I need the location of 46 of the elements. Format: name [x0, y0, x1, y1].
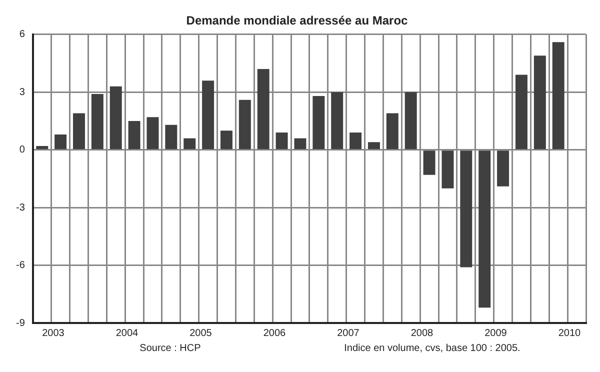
- x-tick-label: 2005: [190, 328, 212, 339]
- bar: [110, 86, 122, 150]
- bar: [184, 138, 196, 150]
- bar: [312, 96, 325, 150]
- bar: [54, 134, 67, 150]
- y-tick-label: 6: [19, 29, 26, 40]
- y-tick-label: -3: [16, 202, 26, 214]
- source-note: Source : HCP: [140, 343, 201, 354]
- bar: [238, 100, 251, 150]
- bar: [534, 56, 546, 150]
- bar: [165, 124, 178, 150]
- bar: [72, 113, 85, 150]
- y-tick-label: 0: [19, 144, 26, 156]
- x-tick-label: 2003: [42, 328, 65, 339]
- bar: [257, 69, 270, 150]
- bar: [128, 120, 140, 150]
- bar: [442, 150, 454, 188]
- bar: [36, 146, 48, 150]
- bar: [202, 80, 214, 150]
- bar: [552, 42, 564, 150]
- bar: [478, 150, 491, 308]
- bar: [146, 117, 159, 150]
- bar: [91, 94, 104, 150]
- bar: [423, 150, 436, 175]
- y-tick-label: 3: [19, 86, 26, 98]
- bar: [386, 113, 398, 150]
- x-tick-label: 2006: [263, 328, 286, 339]
- bar: [276, 132, 288, 150]
- bar: [515, 74, 528, 150]
- bar: [350, 132, 362, 150]
- bar: [294, 138, 306, 150]
- bar: [368, 142, 380, 150]
- bar: [497, 150, 510, 186]
- bar: [331, 92, 344, 150]
- x-tick-label: 2008: [410, 328, 434, 339]
- bar: [460, 150, 472, 268]
- x-tick-label: 2010: [558, 328, 582, 339]
- bar: [220, 130, 232, 150]
- x-tick-label: 2009: [484, 328, 508, 339]
- y-tick-label: -6: [16, 260, 26, 272]
- bar: [404, 92, 417, 150]
- chart-title: Demande mondiale adressée au Maroc: [186, 14, 408, 28]
- x-tick-label: 2007: [337, 328, 360, 339]
- x-tick-label: 2004: [116, 328, 139, 339]
- y-tick-label: -9: [16, 318, 26, 329]
- text: Indice en volume, cvs, base 100 : 2005.: [344, 343, 520, 354]
